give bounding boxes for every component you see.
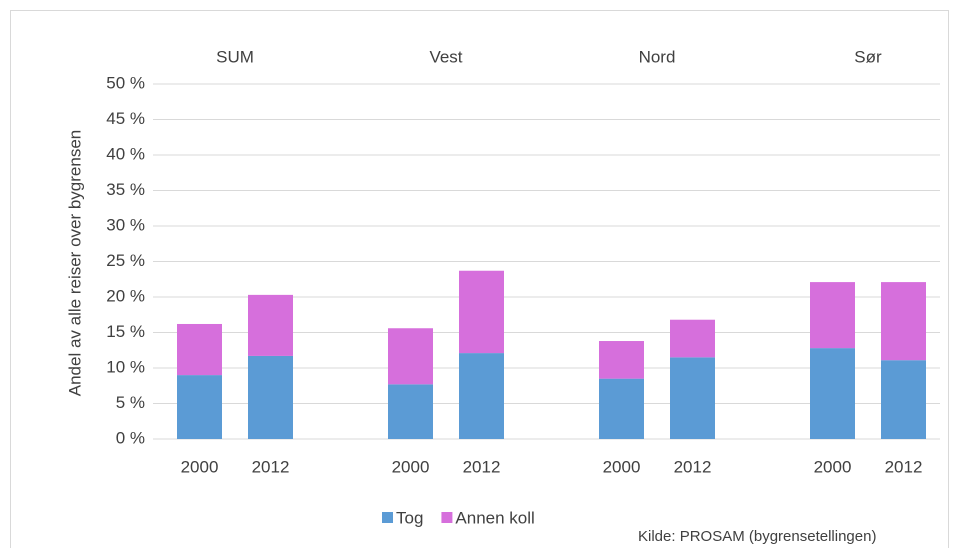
y-tick-label: 50 % (106, 73, 145, 92)
x-tick-label: 2000 (814, 457, 852, 476)
bar-segment (459, 270, 504, 354)
y-tick-label: 5 % (116, 393, 145, 412)
group-label: Sør (854, 47, 882, 66)
group-label: Nord (639, 47, 676, 66)
x-tick-label: 2012 (674, 457, 712, 476)
bar-segment (459, 353, 504, 439)
bar-segment (388, 384, 433, 439)
bar-segment (881, 360, 926, 439)
bar-segment (810, 282, 855, 349)
legend-swatch (382, 512, 393, 523)
x-tick-label: 2012 (463, 457, 501, 476)
y-tick-label: 10 % (106, 357, 145, 376)
legend-label: Annen koll (455, 508, 534, 527)
y-tick-label: 0 % (116, 428, 145, 447)
bar-segment (388, 328, 433, 385)
bar-segment (670, 319, 715, 358)
legend-swatch (441, 512, 453, 523)
source-note: Kilde: PROSAM (bygrensetellingen) (638, 528, 876, 545)
x-tick-label: 2000 (392, 457, 430, 476)
bar-segment (177, 375, 222, 439)
bar-segment (599, 341, 644, 379)
x-tick-label: 2000 (603, 457, 641, 476)
x-tick-label: 2012 (252, 457, 290, 476)
bar-segment (248, 355, 293, 439)
x-tick-label: 2000 (181, 457, 219, 476)
x-tick-label: 2012 (885, 457, 923, 476)
y-tick-label: 15 % (106, 322, 145, 341)
group-label: Vest (429, 47, 462, 66)
y-tick-label: 30 % (106, 215, 145, 234)
y-tick-label: 20 % (106, 286, 145, 305)
bar-segment (248, 294, 293, 356)
bar-segment (599, 378, 644, 439)
y-tick-label: 45 % (106, 109, 145, 128)
bar-segment (881, 282, 926, 361)
bar-segment (670, 357, 715, 439)
legend-label: Tog (396, 508, 423, 527)
bar-segment (177, 323, 222, 376)
group-label: SUM (216, 47, 254, 66)
y-tick-label: 25 % (106, 251, 145, 270)
y-tick-label: 35 % (106, 180, 145, 199)
y-axis-label: Andel av alle reiser over bygrensen (65, 130, 84, 396)
y-tick-label: 40 % (106, 144, 145, 163)
bar-segment (810, 348, 855, 439)
